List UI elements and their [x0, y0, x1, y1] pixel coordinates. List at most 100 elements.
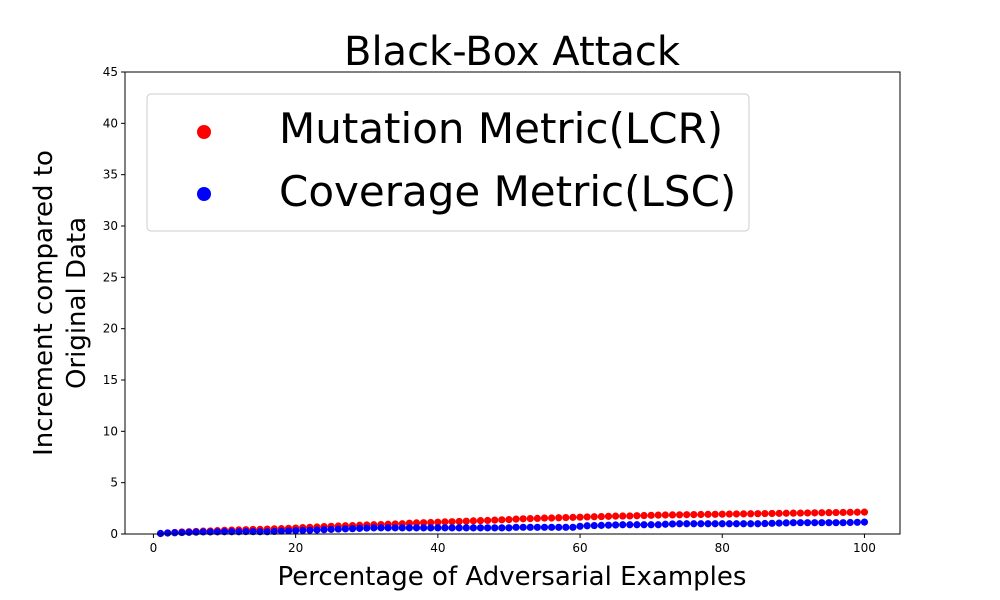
- y-tick-label: 25: [103, 270, 118, 284]
- data-point-series-0: [675, 511, 684, 519]
- data-point-series-1: [313, 526, 321, 534]
- data-point-series-1: [384, 524, 392, 532]
- data-point-series-1: [455, 524, 463, 532]
- data-point-series-0: [697, 510, 705, 519]
- data-point-series-1: [796, 519, 805, 527]
- data-point-series-0: [668, 511, 677, 519]
- data-point-series-1: [825, 519, 833, 527]
- data-point-series-1: [611, 521, 620, 529]
- data-point-series-1: [505, 524, 513, 532]
- data-point-series-1: [640, 521, 648, 529]
- data-point-series-0: [725, 510, 733, 518]
- axes-frame: [124, 71, 901, 535]
- data-point-series-0: [860, 508, 869, 516]
- data-point-series-0: [519, 515, 527, 523]
- data-point-series-1: [356, 524, 364, 532]
- legend-box: [146, 93, 750, 232]
- data-point-series-1: [391, 524, 399, 532]
- data-point-series-1: [789, 519, 797, 527]
- plot-area: [156, 508, 869, 538]
- data-point-series-0: [555, 514, 563, 522]
- data-point-series-1: [249, 528, 257, 536]
- data-point-series-1: [448, 524, 456, 532]
- data-point-series-0: [711, 510, 719, 518]
- data-point-series-1: [832, 519, 840, 527]
- data-point-series-0: [796, 509, 805, 517]
- data-point-series-1: [704, 520, 712, 528]
- y-axis-label-line-1: Increment compared to: [29, 150, 59, 456]
- data-point-series-1: [156, 529, 165, 538]
- data-point-series-0: [505, 516, 513, 524]
- data-point-series-1: [668, 520, 677, 528]
- data-point-series-1: [576, 522, 584, 530]
- data-point-series-1: [469, 524, 477, 532]
- data-point-series-0: [469, 517, 477, 525]
- data-point-series-1: [803, 519, 812, 527]
- data-point-series-0: [732, 510, 741, 518]
- data-point-series-0: [789, 509, 797, 517]
- chart-title: Black-Box Attack: [344, 29, 681, 75]
- data-point-series-1: [341, 525, 350, 533]
- data-point-series-0: [540, 514, 549, 522]
- data-point-series-1: [270, 527, 278, 536]
- data-point-series-0: [604, 512, 613, 520]
- x-axis-label: Percentage of Adversarial Examples: [278, 562, 747, 592]
- data-point-series-1: [334, 525, 342, 533]
- data-point-series-1: [441, 524, 449, 532]
- data-point-series-0: [853, 508, 861, 516]
- data-point-series-1: [292, 527, 300, 535]
- data-point-series-1: [242, 528, 250, 536]
- data-point-series-1: [462, 524, 470, 532]
- data-point-series-0: [775, 509, 783, 517]
- data-point-series-1: [348, 525, 357, 533]
- data-point-series-1: [604, 521, 613, 529]
- data-point-series-1: [185, 528, 193, 536]
- data-point-series-1: [569, 523, 577, 531]
- data-point-series-0: [569, 513, 577, 521]
- data-point-series-0: [441, 518, 449, 526]
- data-point-series-0: [533, 514, 541, 522]
- data-point-series-1: [732, 520, 741, 528]
- data-point-series-0: [747, 510, 755, 518]
- data-point-series-1: [697, 520, 705, 528]
- data-point-series-1: [846, 518, 854, 527]
- data-point-series-1: [277, 527, 286, 535]
- y-tick-label: 5: [110, 476, 118, 490]
- data-point-series-0: [455, 517, 463, 526]
- data-point-series-1: [540, 523, 549, 531]
- data-point-series-1: [363, 524, 371, 532]
- legend-label-lsc: Coverage Metric(LSC): [279, 167, 736, 216]
- data-point-series-1: [711, 520, 719, 528]
- data-point-series-0: [811, 509, 819, 517]
- data-point-series-0: [846, 508, 854, 516]
- data-point-series-0: [839, 508, 847, 517]
- data-point-series-1: [306, 526, 314, 534]
- y-axis-label-line-2: Original Data: [62, 217, 92, 389]
- data-point-series-0: [597, 512, 605, 521]
- data-point-series-0: [583, 513, 591, 521]
- data-point-series-0: [718, 510, 726, 518]
- data-point-series-0: [412, 519, 421, 527]
- data-point-series-0: [448, 518, 456, 526]
- data-point-series-1: [412, 524, 421, 532]
- data-point-series-1: [398, 524, 406, 532]
- data-point-series-0: [484, 516, 492, 525]
- data-point-series-1: [370, 524, 378, 532]
- data-point-series-1: [178, 528, 186, 537]
- data-point-series-1: [562, 523, 570, 531]
- data-point-series-0: [739, 510, 748, 518]
- data-point-series-1: [818, 519, 826, 527]
- data-point-series-1: [512, 523, 520, 531]
- data-point-series-0: [476, 517, 485, 525]
- data-point-series-1: [739, 520, 748, 528]
- data-point-series-0: [661, 511, 669, 519]
- x-tick-label: 20: [288, 541, 303, 555]
- data-point-series-0: [619, 512, 627, 520]
- legend-marker-lsc: [197, 187, 211, 201]
- y-tick-label: 10: [103, 424, 118, 438]
- data-point-series-1: [583, 522, 591, 530]
- data-point-series-0: [803, 509, 812, 517]
- data-point-series-1: [747, 520, 755, 528]
- data-point-series-1: [633, 521, 641, 529]
- data-point-series-1: [519, 523, 527, 531]
